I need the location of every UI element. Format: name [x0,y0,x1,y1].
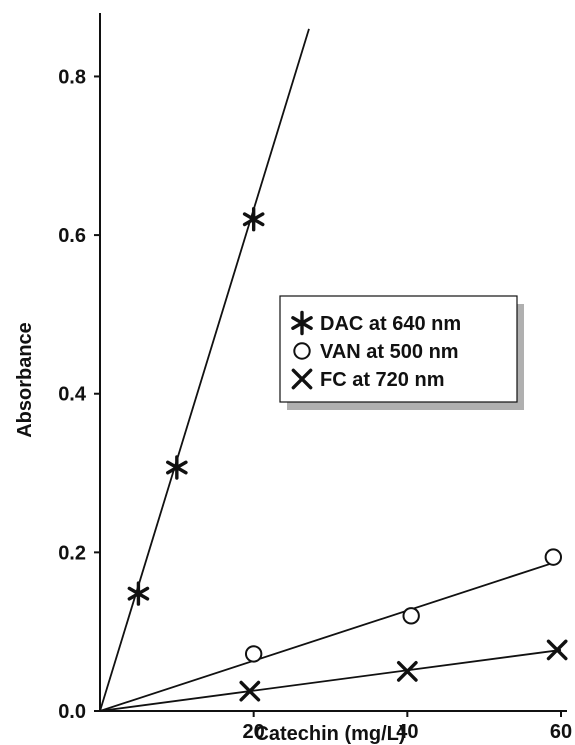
x-tick-label: 20 [243,721,265,743]
legend-x-icon [291,368,313,390]
legend-entry-label: FC at 720 nm [320,369,444,391]
x-tick-label: 40 [396,721,418,743]
circle-marker-shape [293,342,311,360]
legend-circle-icon [293,342,311,360]
star-marker-shape [291,310,313,336]
x-marker-shape [239,680,261,702]
y-tick-label: 0.4 [58,384,87,406]
star-data-point [242,207,265,232]
legend: DAC at 640 nm VAN at 500 nm FC at 720 nm [279,295,524,410]
star-marker-shape [166,455,188,480]
circle-data-point [544,548,563,566]
star-marker-shape [127,581,150,606]
legend-entry-label: DAC at 640 nm [320,313,461,335]
y-tick-label: 0.6 [58,225,86,247]
x-tick-label: 60 [550,721,572,743]
x-marker-shape [291,368,313,390]
star-data-point [166,455,188,480]
x-data-point [396,660,418,682]
circle-data-point [244,645,263,663]
x-marker-shape [546,639,568,661]
axes: 0.0 0.2 0.4 0.6 0.8 20 40 60 [58,13,572,743]
markers [127,207,568,702]
circle-marker-shape [402,607,420,625]
circle-marker-shape [544,548,563,566]
legend-box [279,295,518,403]
star-data-point [127,581,150,606]
x-axis-title: Catechin (mg/L) [254,723,405,745]
y-axis-title: Absorbance [14,322,36,438]
star-marker-shape [242,207,265,232]
fit-line [99,28,310,712]
x-data-point [239,680,261,702]
y-tick-label: 0.0 [58,701,86,723]
circle-marker-shape [244,645,263,663]
y-tick-label: 0.8 [58,66,86,88]
x-marker-shape [396,660,418,682]
x-data-point [546,639,568,661]
fit-line [99,649,562,712]
legend-star-icon [291,310,313,336]
legend-entry-label: VAN at 500 nm [320,341,459,363]
y-tick-label: 0.2 [58,542,86,564]
fit-line [99,559,562,712]
circle-data-point [402,607,420,625]
